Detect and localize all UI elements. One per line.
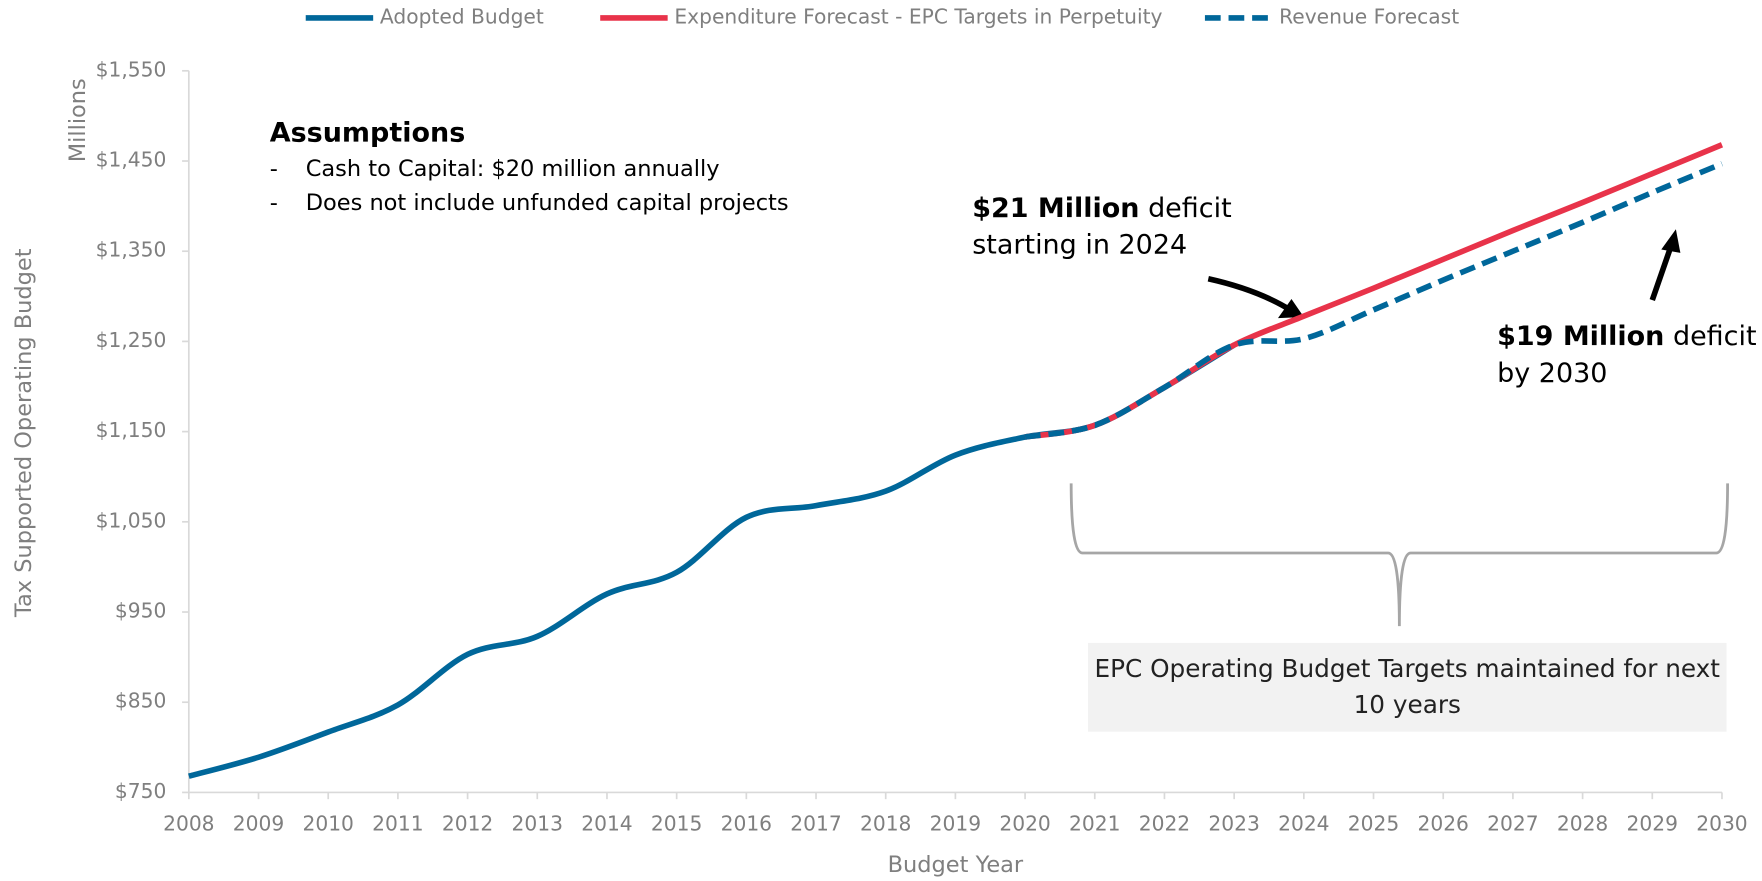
annotation: by 2030 [1497, 358, 1607, 389]
x-tick-label: 2027 [1487, 812, 1538, 836]
arrow [1207, 276, 1295, 314]
y-tick-label: $950 [115, 599, 166, 623]
plot: EPC Operating Budget Targets maintained … [11, 4, 1756, 877]
y-tick-label: $1,450 [96, 148, 167, 172]
brace [1069, 483, 1729, 627]
x-tick-label: 2020 [999, 812, 1050, 836]
x-tick-label: 2013 [512, 812, 563, 836]
series-line [188, 342, 1236, 779]
x-tick-label: 2012 [442, 812, 493, 836]
x-tick-label: 2010 [302, 812, 353, 836]
y-tick-label: $850 [115, 689, 166, 713]
x-tick-label: 2025 [1348, 812, 1399, 836]
annotation: $21 Million deficit [972, 193, 1231, 224]
x-tick-label: 2030 [1696, 812, 1747, 836]
bullet: - [270, 156, 278, 182]
x-tick-label: 2022 [1139, 812, 1190, 836]
x-tick-label: 2009 [233, 812, 284, 836]
series-line [1024, 161, 1724, 440]
y-tick-label: $1,250 [96, 328, 167, 352]
x-tick-label: 2021 [1069, 812, 1120, 836]
annotation-bold: $19 Million [1497, 321, 1664, 352]
x-tick-label: 2023 [1208, 812, 1259, 836]
y-unit: Millions [65, 78, 91, 162]
x-tick-label: 2026 [1417, 812, 1468, 836]
assumption: Does not include unfunded capital projec… [306, 190, 789, 216]
annotation: starting in 2024 [972, 230, 1187, 261]
assumption: Cash to Capital: $20 million annually [306, 156, 720, 182]
y-tick-label: $750 [115, 779, 166, 803]
y-tick-label: $1,050 [96, 508, 167, 532]
annotation-bold: $21 Million [972, 193, 1139, 224]
legend-label: Adopted Budget [380, 4, 544, 28]
x-tick-label: 2014 [581, 812, 632, 836]
x-tick-label: 2028 [1557, 812, 1608, 836]
annotation-text: deficit [1673, 321, 1757, 352]
y-axis-label: Tax Supported Operating Budget [11, 248, 37, 618]
annotation: $19 Million deficit [1497, 321, 1756, 352]
y-tick-label: $1,150 [96, 418, 167, 442]
arrow [1649, 244, 1675, 302]
legend-label: Revenue Forecast [1279, 4, 1459, 28]
x-tick-label: 2018 [860, 812, 911, 836]
series-line [1024, 142, 1724, 440]
annotation-text: deficit [1148, 193, 1232, 224]
note-text: EPC Operating Budget Targets maintained … [1094, 654, 1720, 683]
arrow-head [1277, 298, 1304, 319]
note-box [1088, 642, 1727, 732]
x-tick-label: 2019 [930, 812, 981, 836]
x-tick-label: 2008 [163, 812, 214, 836]
assumptions-title: Assumptions [270, 117, 466, 148]
note-text: 10 years [1354, 690, 1461, 719]
x-tick-label: 2017 [790, 812, 841, 836]
x-tick-label: 2024 [1278, 812, 1329, 836]
x-axis-label: Budget Year [888, 852, 1024, 878]
bullet: - [270, 190, 278, 216]
x-tick-label: 2016 [721, 812, 772, 836]
x-tick-label: 2015 [651, 812, 702, 836]
y-tick-label: $1,350 [96, 238, 167, 262]
arrow-head [1661, 229, 1681, 253]
y-tick-label: $1,550 [96, 57, 167, 81]
legend-label: Expenditure Forecast - EPC Targets in Pe… [674, 4, 1162, 28]
x-tick-label: 2011 [372, 812, 423, 836]
x-tick-label: 2029 [1627, 812, 1678, 836]
